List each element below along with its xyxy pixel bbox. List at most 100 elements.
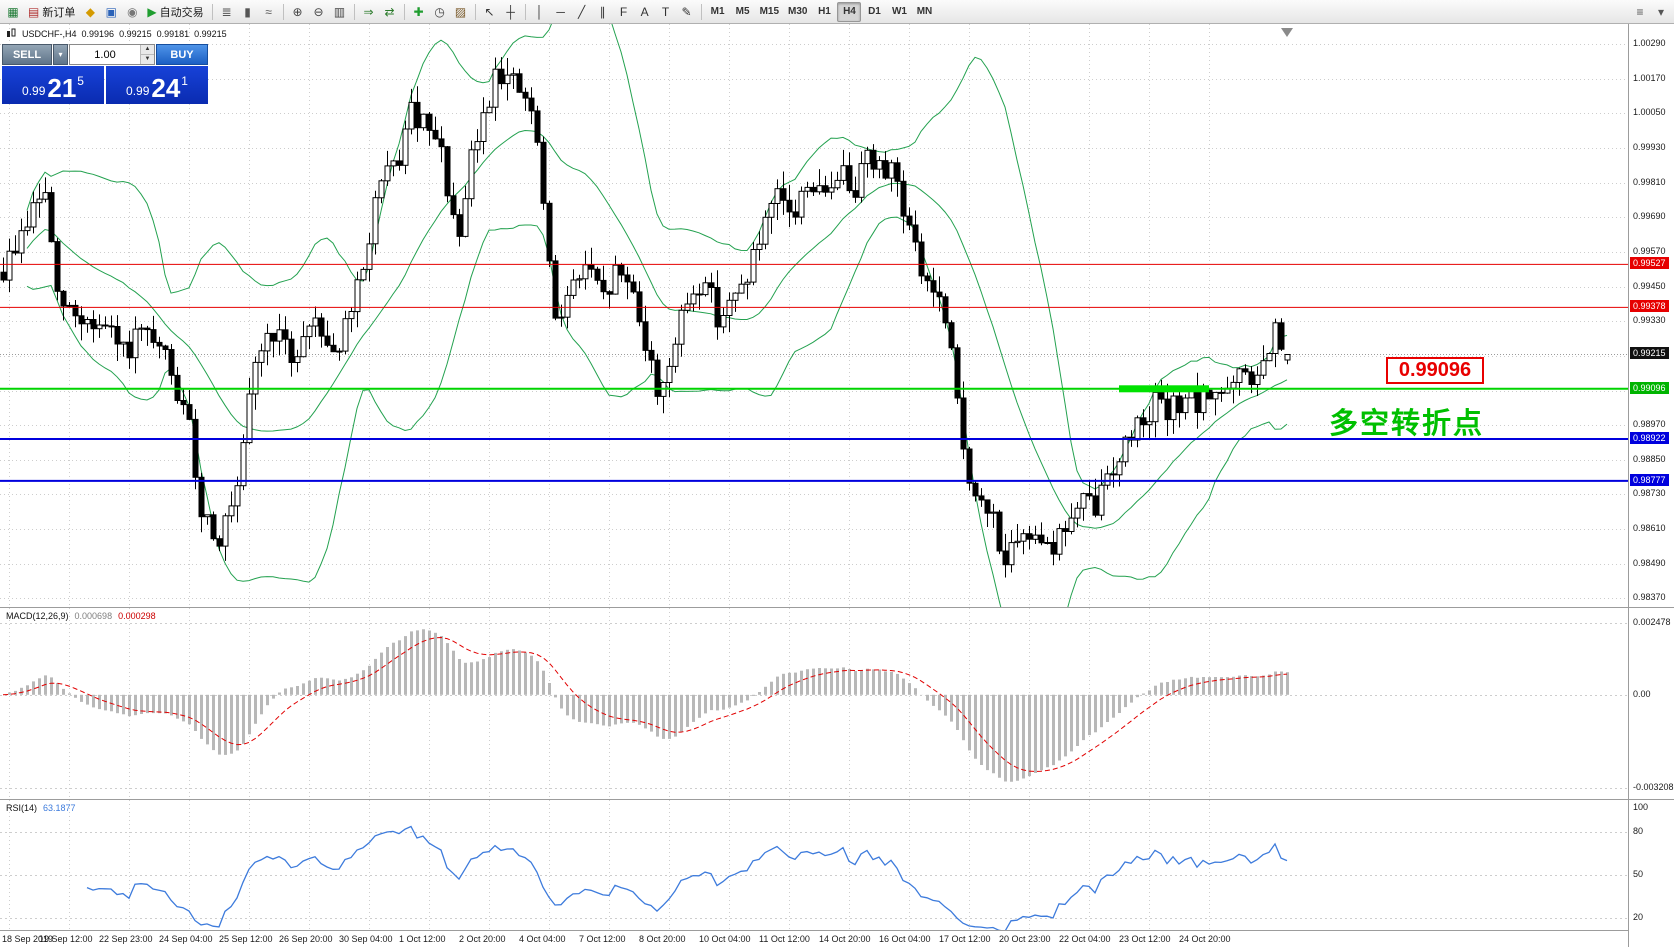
price-scale[interactable]: 1.00290 1.00170 1.00050 0.99930 0.99810 0.996…	[1628, 24, 1674, 947]
horizontal-line-button[interactable]: ─	[551, 2, 571, 22]
symbol-title: USDCHF-,H4	[22, 28, 77, 39]
zoom-in-button[interactable]: ⊕	[288, 2, 308, 22]
bar-chart-icon: ≣	[221, 4, 232, 19]
bar-high: 0.99215	[119, 28, 152, 39]
sell-price-big: 21	[47, 73, 77, 103]
shapes-button[interactable]: ✎	[677, 2, 697, 22]
annotation-note[interactable]: 多空转折点	[1328, 407, 1484, 440]
timeframe-m15-button[interactable]: M15	[756, 2, 783, 22]
time-axis-label: 1 Oct 12:00	[399, 934, 446, 944]
sell-button[interactable]: SELL	[2, 44, 52, 65]
lot-size-input[interactable]	[70, 45, 140, 64]
sell-dropdown-button[interactable]: ▾	[53, 44, 68, 65]
bar-chart-button[interactable]: ≣	[217, 2, 237, 22]
price-axis-label: 0.99690	[1633, 211, 1666, 222]
macd-canvas[interactable]	[0, 608, 1628, 799]
new-chart-button[interactable]: ▦	[3, 2, 23, 22]
time-axis-label: 11 Oct 12:00	[759, 934, 810, 944]
channel-button[interactable]: ∥	[593, 2, 613, 22]
price-axis-label: 0.98490	[1633, 557, 1666, 568]
price-axis-label: 0.99330	[1633, 315, 1666, 326]
auto-scroll-button[interactable]: ⇒	[359, 2, 379, 22]
label-icon: T	[661, 4, 670, 19]
macd-label: MACD(12,26,9) 0.000698 0.000298	[6, 611, 156, 621]
price-callout-label[interactable]: 0.99096	[1386, 356, 1484, 384]
timeframe-w1-button[interactable]: W1	[887, 2, 911, 22]
autotrade-button[interactable]: ▶ 自动交易	[143, 2, 207, 22]
bollinger-band-u	[26, 24, 1288, 490]
data-window-button[interactable]: ◉	[122, 2, 142, 22]
timeframe-d1-button[interactable]: D1	[862, 2, 886, 22]
text-button[interactable]: A	[635, 2, 655, 22]
panel-separator[interactable]	[0, 799, 1674, 800]
buy-button[interactable]: BUY	[156, 44, 208, 65]
time-axis[interactable]: 18 Sep 2019 19 Sep 12:00 22 Sep 23:00 24 Se…	[0, 930, 1628, 947]
indicators-button[interactable]: ✚	[409, 2, 429, 22]
timeframe-m1-button[interactable]: M1	[706, 2, 730, 22]
candlestick-icon	[7, 28, 16, 37]
timeframe-h1-button[interactable]: H1	[812, 2, 836, 22]
chart-shift-button[interactable]: ⇄	[380, 2, 400, 22]
toolbar-menu-button[interactable]: ≡	[1630, 2, 1650, 22]
lot-step-down-button[interactable]: ▼	[141, 55, 154, 64]
timeframe-h4-button[interactable]: H4	[837, 1, 862, 22]
zoom-out-button[interactable]: ⊖	[309, 2, 329, 22]
main-chart-panel[interactable]: USDCHF-,H4 0.99196 0.99215 0.99181 0.992…	[0, 24, 1628, 607]
sell-price-base: 0.99	[22, 84, 46, 98]
autotrade-button-label: 自动交易	[159, 6, 204, 19]
line-chart-button[interactable]: ≈	[259, 2, 279, 22]
fibonacci-icon: F	[619, 4, 628, 19]
sell-price-display[interactable]: 0.99 21 5	[2, 66, 104, 104]
bar-open: 0.99196	[81, 28, 115, 39]
profiles-button[interactable]: ◆	[80, 2, 100, 22]
crosshair-button[interactable]: ┼	[501, 2, 521, 22]
time-axis-label: 26 Sep 20:00	[279, 934, 333, 944]
new-order-button[interactable]: ▤ 新订单	[24, 2, 79, 22]
rsi-line	[86, 825, 1288, 930]
time-axis-label: 24 Oct 20:00	[1179, 934, 1231, 944]
buy-price-big: 24	[151, 73, 181, 103]
macd-signal-line	[2, 636, 1288, 773]
macd-histogram	[8, 629, 1289, 782]
rsi-name: RSI(14)	[6, 803, 38, 813]
time-axis-label: 4 Oct 04:00	[519, 934, 566, 944]
toolbar-separator	[700, 3, 702, 20]
market-watch-icon: ▣	[105, 4, 118, 19]
trendline-button[interactable]: ╱	[572, 2, 592, 22]
price-axis-label: 0.99810	[1633, 176, 1666, 187]
label-button[interactable]: T	[656, 2, 676, 22]
chart-shift-marker[interactable]	[1281, 28, 1293, 37]
time-axis-label: 18 Sep 2019	[2, 934, 54, 944]
fibonacci-button[interactable]: F	[614, 2, 634, 22]
zoom-in-icon: ⊕	[292, 4, 303, 19]
toolbar-more-button[interactable]: ▾	[1651, 2, 1671, 22]
rsi-canvas[interactable]	[0, 800, 1628, 930]
timeframe-mn-button[interactable]: MN	[912, 2, 936, 22]
market-watch-button[interactable]: ▣	[101, 2, 121, 22]
vertical-line-button[interactable]: │	[530, 2, 550, 22]
chart-window: USDCHF-,H4 0.99196 0.99215 0.99181 0.992…	[0, 24, 1674, 947]
data-window-icon: ◉	[127, 4, 138, 19]
buy-price-display[interactable]: 0.99 24 1	[106, 66, 208, 104]
periods-button[interactable]: ◷	[430, 2, 450, 22]
macd-panel[interactable]: MACD(12,26,9) 0.000698 0.000298	[0, 608, 1628, 799]
candlestick-chart-icon: ▮	[244, 4, 251, 19]
chart-shift-icon: ⇄	[384, 4, 395, 19]
timeframe-m30-button[interactable]: M30	[784, 2, 811, 22]
new-order-button-label: 新订单	[42, 6, 76, 19]
tile-windows-button[interactable]: ▥	[330, 2, 350, 22]
one-click-trading-panel: SELL ▾ ▲ ▼ BUY 0.99	[2, 44, 208, 104]
cursor-button[interactable]: ↖	[480, 2, 500, 22]
timeframe-m5-button[interactable]: M5	[731, 2, 755, 22]
rsi-panel[interactable]: RSI(14) 63.1877	[0, 800, 1628, 930]
chevron-up-icon: ▲	[144, 46, 151, 52]
templates-button[interactable]: ▨	[451, 2, 471, 22]
panel-separator[interactable]	[0, 607, 1674, 608]
macd-name: MACD(12,26,9)	[6, 611, 69, 621]
time-axis-label: 14 Oct 20:00	[819, 934, 871, 944]
price-chart-canvas[interactable]	[0, 24, 1628, 607]
support-badge-blue-1: 0.98922	[1630, 432, 1669, 445]
lot-step-up-button[interactable]: ▲	[141, 45, 154, 55]
highlight-zone[interactable]	[1119, 385, 1209, 393]
candlestick-chart-button[interactable]: ▮	[238, 2, 258, 22]
